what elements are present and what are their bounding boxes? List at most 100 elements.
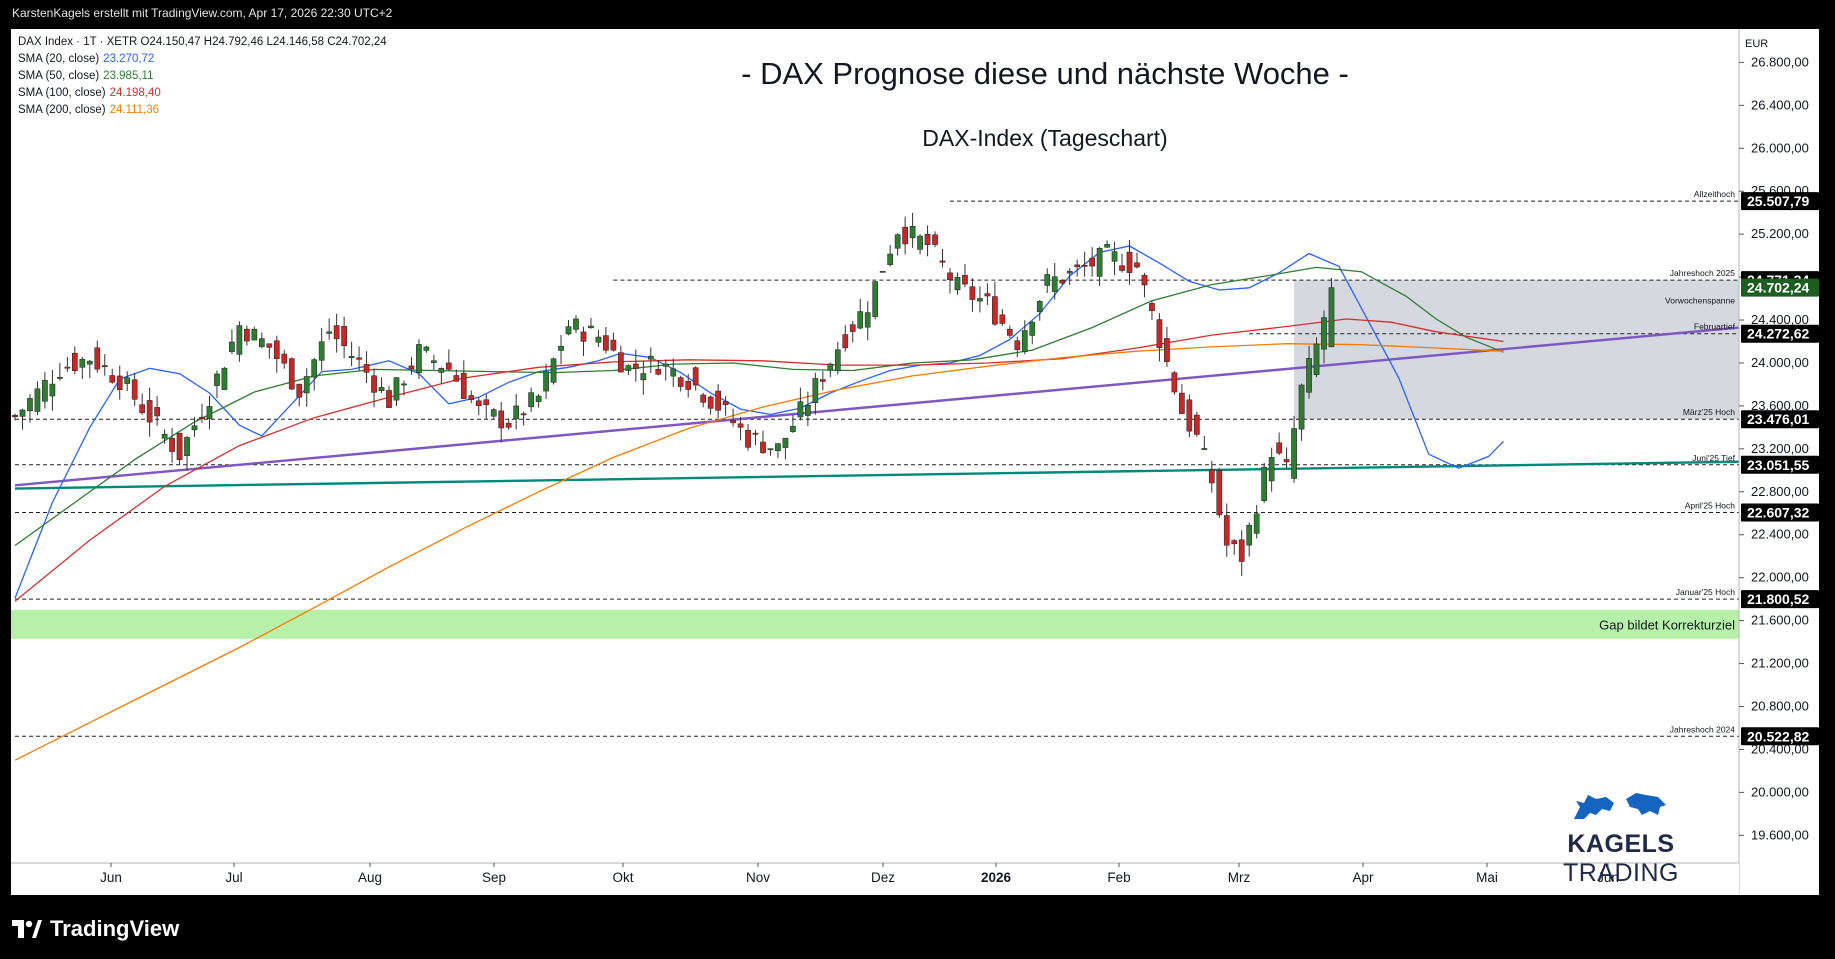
level-label-6: April'25 Hoch xyxy=(1685,500,1736,510)
candle-body-164 xyxy=(1238,539,1245,562)
legend-sma50-value: 23.985,11 xyxy=(103,70,154,82)
candle-body-147 xyxy=(1111,251,1118,262)
candle-body-117 xyxy=(887,253,894,265)
level-label-3: Februartief xyxy=(1694,322,1736,332)
candle-body-140 xyxy=(1059,279,1066,284)
price-badge-label-3: 24.272,62 xyxy=(1747,326,1809,342)
price-badge-label-8: 20.522,82 xyxy=(1747,728,1809,744)
candle-body-57 xyxy=(438,368,445,373)
candle-body-31 xyxy=(244,328,250,342)
price-badge-label-5: 23.051,55 xyxy=(1747,457,1809,473)
candle-body-48 xyxy=(371,375,377,393)
legend-sma50: SMA (50, close) 23.985,11 xyxy=(18,68,387,85)
legend: DAX Index · 1T · XETR O24.150,47 H24.792… xyxy=(18,34,387,119)
candle-body-53 xyxy=(408,365,415,370)
sma-line-1 xyxy=(14,266,1504,547)
candle-body-108 xyxy=(819,379,826,382)
chart-canvas[interactable]: 26.800,0026.400,0026.000,0025.600,0025.2… xyxy=(11,29,1819,895)
candle-body-67 xyxy=(513,405,520,420)
candle-body-152 xyxy=(1149,303,1155,311)
candle-body-62 xyxy=(475,400,482,407)
candle-body-2 xyxy=(27,398,33,412)
candle-body-94 xyxy=(715,390,721,411)
candle-body-143 xyxy=(1081,264,1088,267)
candle-body-55 xyxy=(423,346,430,351)
candle-body-149 xyxy=(1126,251,1133,273)
price-badge-4 xyxy=(1741,410,1819,429)
candle-body-172 xyxy=(1298,384,1305,430)
candle-body-13 xyxy=(109,375,116,383)
candle-body-21 xyxy=(169,437,175,452)
candle-body-76 xyxy=(580,331,587,342)
candle-body-124 xyxy=(939,260,946,263)
candle-body-8 xyxy=(71,352,78,372)
price-badge-label-4: 23.476,01 xyxy=(1747,411,1809,427)
candle-body-38 xyxy=(296,383,303,398)
candle-body-54 xyxy=(416,344,422,373)
price-tick-label-1: 26.400,00 xyxy=(1751,97,1809,112)
time-tick-label-2: Aug xyxy=(358,870,382,885)
candle-body-56 xyxy=(431,360,437,363)
candle-body-89 xyxy=(677,377,684,387)
candle-body-98 xyxy=(745,429,751,448)
candle-body-114 xyxy=(864,312,871,328)
candle-body-36 xyxy=(281,353,288,364)
candle-body-134 xyxy=(1014,340,1021,351)
price-tick-label-7: 24.000,00 xyxy=(1751,355,1809,370)
candle-body-44 xyxy=(341,325,347,347)
candle-body-169 xyxy=(1276,442,1282,454)
candle-body-105 xyxy=(797,401,804,418)
candle-body-141 xyxy=(1066,270,1073,274)
candle-body-20 xyxy=(161,433,168,439)
candle-body-123 xyxy=(932,234,938,245)
candle-body-65 xyxy=(498,410,505,429)
candle-body-122 xyxy=(924,233,931,246)
candle-body-132 xyxy=(999,314,1006,324)
candle-body-88 xyxy=(670,368,677,377)
candle-body-42 xyxy=(326,331,333,334)
candle-body-14 xyxy=(116,375,123,391)
chart-area[interactable] xyxy=(11,29,1819,895)
legend-sma200-value: 24.111,36 xyxy=(109,104,160,116)
candle-body-15 xyxy=(124,377,131,384)
candle-body-119 xyxy=(902,226,908,245)
candle-body-128 xyxy=(969,286,976,300)
candle-body-154 xyxy=(1164,338,1170,362)
trendline-0 xyxy=(14,326,1740,487)
candle-body-4 xyxy=(42,380,48,402)
price-tick-label-8: 23.600,00 xyxy=(1751,398,1809,413)
price-badge-5 xyxy=(1741,455,1819,474)
candle-body-26 xyxy=(206,406,213,420)
candle-body-66 xyxy=(505,422,512,428)
candle-body-51 xyxy=(393,377,400,401)
candle-body-155 xyxy=(1171,372,1178,393)
zone-gap xyxy=(11,609,1739,639)
price-tick-label-15: 20.800,00 xyxy=(1751,699,1809,714)
candle-body-60 xyxy=(460,372,467,399)
candle-body-50 xyxy=(386,390,392,408)
tradingview-logo[interactable]: TradingView xyxy=(12,916,179,942)
candle-body-116 xyxy=(879,270,886,273)
candle-body-175 xyxy=(1321,317,1327,350)
trendline-1 xyxy=(14,460,1740,490)
price-badge-0 xyxy=(1741,192,1819,211)
legend-symbol-line: DAX Index · 1T · XETR O24.150,47 H24.792… xyxy=(18,36,387,48)
level-label-5: Juni'25 Tief xyxy=(1692,453,1735,463)
candle-body-110 xyxy=(834,349,841,372)
candle-body-106 xyxy=(805,404,811,416)
candle-body-59 xyxy=(453,375,460,382)
candle-body-133 xyxy=(1006,328,1013,336)
price-badge-label-0: 25.507,79 xyxy=(1747,193,1809,209)
candle-body-107 xyxy=(812,378,819,404)
candle-body-109 xyxy=(827,363,834,371)
candle-body-83 xyxy=(632,363,639,369)
candle-body-153 xyxy=(1156,319,1163,349)
candle-body-18 xyxy=(146,400,153,423)
candle-body-170 xyxy=(1283,459,1290,463)
candle-body-46 xyxy=(356,357,362,360)
candle-body-159 xyxy=(1201,448,1208,450)
price-tick-label-18: 19.600,00 xyxy=(1751,827,1809,842)
legend-sma200-label: SMA (200, close) xyxy=(18,104,106,116)
candle-body-176 xyxy=(1328,287,1335,348)
sma-line-3 xyxy=(14,343,1504,761)
